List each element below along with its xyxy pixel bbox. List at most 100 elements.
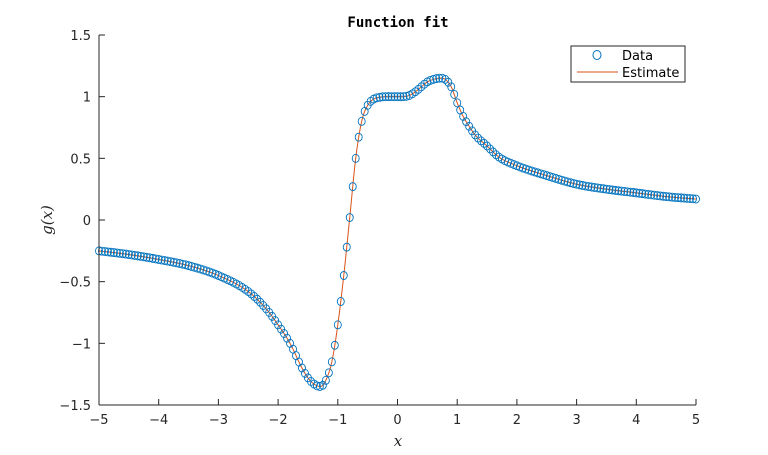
data-point (647, 190, 656, 200)
data-point (327, 357, 336, 367)
data-point (656, 191, 665, 201)
data-point (653, 191, 662, 201)
data-point (184, 261, 193, 271)
data-point (623, 187, 632, 197)
x-tick-label: −4 (149, 413, 168, 428)
data-point (677, 193, 686, 203)
data-point (617, 186, 626, 196)
data-point (471, 130, 480, 140)
x-tick-label: −3 (209, 413, 228, 428)
data-point (447, 82, 456, 92)
data-point (118, 249, 127, 259)
data-point (569, 179, 578, 188)
data-point (127, 250, 136, 260)
chart-title: Function fit (347, 15, 448, 31)
y-tick-label: 1.5 (70, 29, 91, 44)
y-axis-label: g(x) (38, 205, 56, 235)
data-point (342, 242, 351, 252)
data-point (154, 255, 163, 264)
data-point (542, 171, 551, 181)
data-point (375, 92, 384, 102)
x-tick-label: 5 (692, 413, 700, 428)
data-point (563, 177, 572, 187)
data-point (390, 92, 399, 102)
data-point (593, 183, 602, 193)
data-point (641, 189, 650, 199)
data-point (330, 340, 339, 350)
data-point (536, 169, 545, 179)
data-point (312, 381, 321, 391)
data-point (566, 178, 575, 188)
legend-estimate-label: Estimate (622, 66, 679, 81)
data-point (638, 189, 647, 199)
y-tick-label: −0.5 (59, 276, 91, 291)
data-point (620, 186, 629, 196)
data-point (202, 266, 211, 276)
data-point (169, 257, 178, 267)
data-point (524, 165, 533, 175)
data-point (136, 251, 145, 261)
data-point (635, 188, 644, 198)
data-point (166, 257, 175, 267)
data-point (301, 368, 309, 378)
estimate-line (98, 77, 697, 388)
data-point (590, 183, 599, 192)
y-tick-label: −1 (72, 337, 91, 352)
data-point (163, 256, 172, 266)
data-point (175, 259, 184, 268)
data-point (683, 193, 691, 203)
data-point (160, 256, 169, 266)
data-point (662, 192, 671, 202)
data-point (599, 184, 608, 194)
data-point (193, 263, 202, 273)
data-point (686, 194, 694, 204)
plot-area (95, 73, 700, 391)
data-point (142, 252, 151, 262)
data-point (399, 92, 408, 102)
data-point (692, 194, 700, 204)
data-point (280, 329, 289, 338)
data-point (172, 258, 181, 268)
data-point (530, 167, 539, 177)
data-point (121, 249, 130, 259)
axes (98, 34, 697, 406)
data-point (181, 260, 190, 270)
data-point (539, 170, 548, 180)
data-point (560, 176, 569, 186)
data-point (130, 250, 139, 260)
data-point (348, 182, 357, 192)
x-tick-label: −2 (269, 413, 288, 428)
data-point (351, 153, 360, 163)
legend: Data Estimate (570, 45, 686, 83)
data-point (345, 213, 354, 222)
data-point (644, 189, 653, 199)
data-point (551, 173, 560, 183)
data-point (357, 116, 366, 126)
x-tick-label: 4 (632, 413, 640, 428)
data-point (115, 248, 124, 258)
data-point (199, 265, 208, 275)
data-point (521, 164, 530, 174)
data-point (554, 174, 563, 184)
data-point (689, 194, 697, 204)
data-point (432, 74, 441, 84)
data-point (321, 375, 330, 385)
data-point (354, 132, 363, 142)
data-point (435, 73, 444, 83)
data-point (611, 185, 620, 195)
data-point (632, 188, 641, 198)
data-point (112, 248, 121, 258)
y-tick-label: −1.5 (59, 399, 91, 414)
data-point (668, 192, 677, 202)
data-point (629, 188, 638, 197)
data-point (602, 184, 611, 194)
data-point (665, 192, 674, 202)
data-point (581, 181, 590, 191)
data-point (453, 98, 462, 108)
data-point (393, 92, 402, 102)
data-point (109, 248, 118, 258)
data-point (318, 380, 327, 390)
x-tick-label: 1 (453, 413, 461, 428)
data-point (178, 259, 187, 269)
data-point (104, 247, 112, 257)
